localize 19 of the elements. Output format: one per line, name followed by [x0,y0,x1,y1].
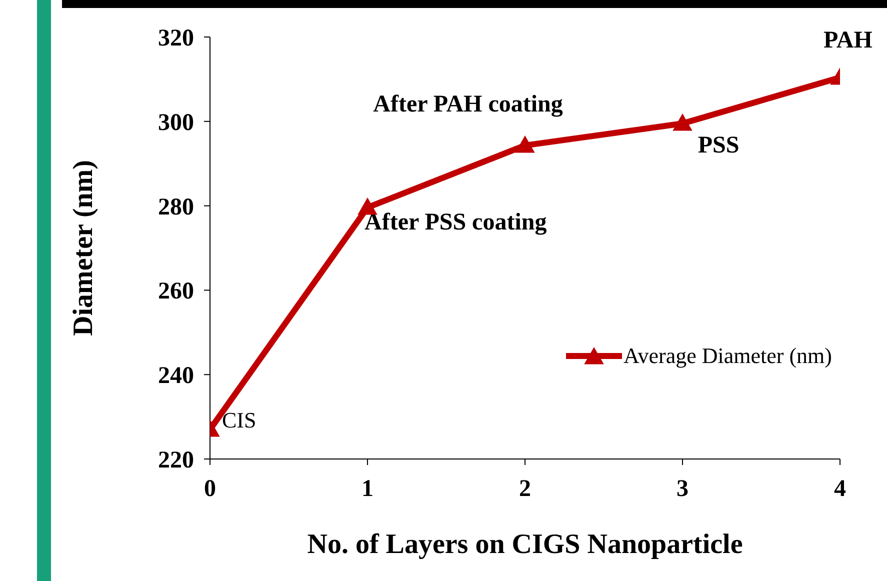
legend-label: Average Diameter (nm) [624,343,832,369]
x-tick-label: 0 [204,476,216,502]
x-tick-label: 4 [834,476,846,502]
x-tick-label: 2 [519,476,531,502]
annotation: PAH [824,28,873,54]
annotation: After PAH coating [373,91,563,118]
y-tick-label: 220 [158,448,194,474]
x-tick-label: 3 [676,476,688,502]
x-axis-title: No. of Layers on CIGS Nanoparticle [307,529,743,560]
y-tick-label: 280 [158,194,194,220]
annotation: PSS [698,132,740,159]
annotation: CIS [222,407,256,432]
y-axis-title: Diameter (nm) [68,160,99,336]
y-tick-label: 260 [158,278,194,305]
annotation: After PSS coating [364,209,547,236]
y-tick-label: 240 [158,363,194,390]
x-tick-label: 1 [362,476,374,502]
y-tick-label: 320 [158,26,194,52]
y-tick-label: 300 [158,110,194,136]
